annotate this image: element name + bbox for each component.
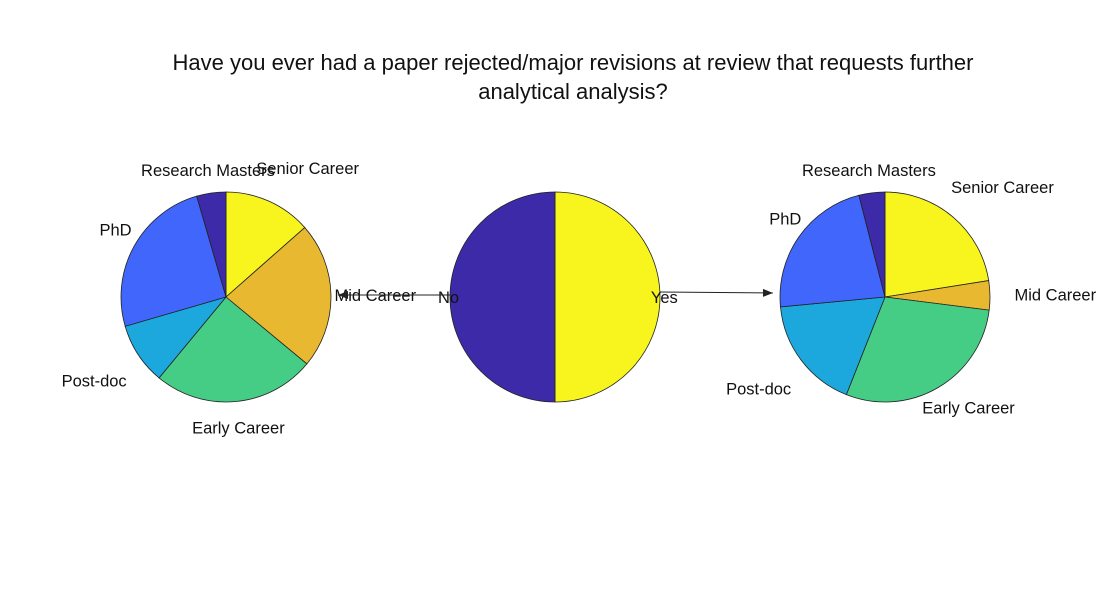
arrow-to-no-breakdown-head xyxy=(338,291,348,299)
pie-label-yes-breakdown-research-masters: Research Masters xyxy=(802,162,936,180)
pie-no-breakdown: Senior Career Mid Career Early Career Post-… xyxy=(62,160,417,438)
chart-title-line-1: Have you ever had a paper rejected/major… xyxy=(173,50,974,75)
pie-label-no-breakdown-early-career: Early Career xyxy=(192,420,285,438)
pie-slice-no-breakdown-research-masters xyxy=(196,191,227,298)
arrow-to-yes-breakdown-line xyxy=(659,291,774,294)
connector-arrows xyxy=(338,288,774,299)
pie-yes-breakdown: Senior Career Mid Career Early Career Post-… xyxy=(726,162,1097,417)
pie-label-no-breakdown-research-masters: Research Masters xyxy=(141,162,275,180)
pie-label-yes-breakdown-post-doc: Post-doc xyxy=(726,380,791,398)
pie-charts: Yes No Senior Career Mid Career Early Career… xyxy=(62,160,1097,438)
pie-slice-no-breakdown-senior-career xyxy=(225,191,306,298)
chart-title-line-2: analytical analysis? xyxy=(478,79,668,104)
pie-label-overall-no: No xyxy=(438,289,459,307)
pie-slice-no-breakdown-early-career xyxy=(158,296,308,403)
pie-label-yes-breakdown-phd: PhD xyxy=(769,211,801,229)
pie-label-yes-breakdown-early-career: Early Career xyxy=(922,399,1015,417)
pie-overall: Yes No xyxy=(438,191,678,403)
pie-label-no-breakdown-mid-career: Mid Career xyxy=(335,287,417,305)
pie-slice-yes-breakdown-post-doc xyxy=(780,296,886,396)
pie-label-no-breakdown-phd: PhD xyxy=(99,222,131,240)
pie-slice-no-breakdown-phd xyxy=(120,195,227,327)
pie-label-overall-yes: Yes xyxy=(651,289,678,307)
pie-label-no-breakdown-post-doc: Post-doc xyxy=(62,373,127,391)
pie-slice-yes-breakdown-phd xyxy=(779,194,886,308)
arrow-to-yes-breakdown-head xyxy=(762,288,773,297)
pie-slice-yes-breakdown-research-masters xyxy=(858,191,886,298)
pie-label-yes-breakdown-mid-career: Mid Career xyxy=(1015,287,1097,305)
pie-slice-yes-breakdown-early-career xyxy=(845,296,990,403)
pie-label-yes-breakdown-senior-career: Senior Career xyxy=(951,179,1054,197)
pie-slice-overall-no xyxy=(449,191,556,403)
pie-slice-yes-breakdown-senior-career xyxy=(884,191,990,298)
pie-label-no-breakdown-senior-career: Senior Career xyxy=(256,160,359,178)
pie-slice-no-breakdown-mid-career xyxy=(225,226,332,365)
pie-slice-overall-yes xyxy=(554,191,661,403)
